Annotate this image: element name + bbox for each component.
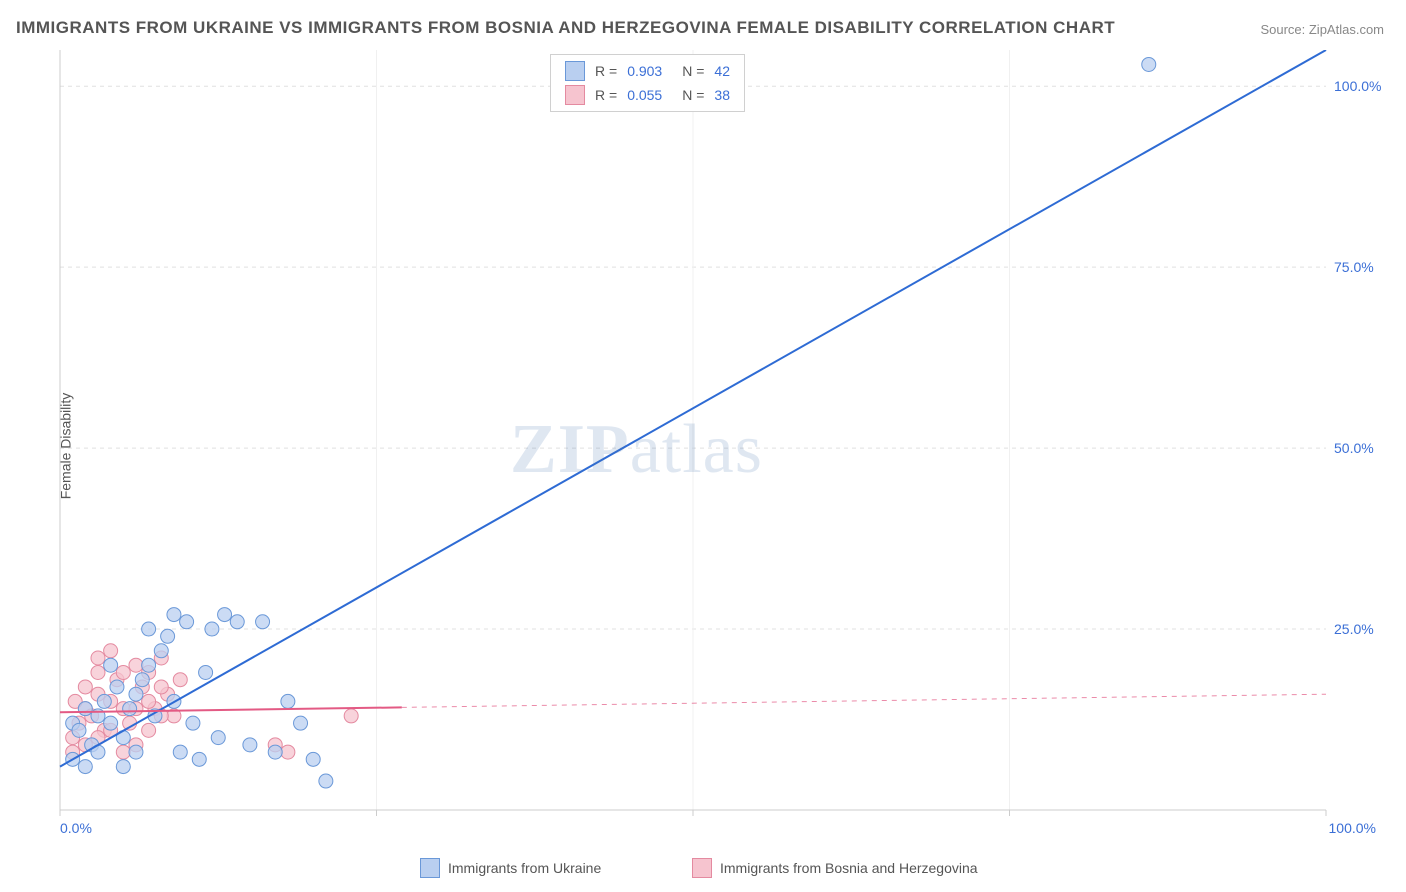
legend-correlation-row: R = 0.903 N = 42 [551, 59, 744, 83]
legend-swatch [420, 858, 440, 878]
y-tick-label: 50.0% [1334, 440, 1374, 456]
legend-series-label: Immigrants from Bosnia and Herzegovina [720, 860, 978, 876]
legend-r-label: R = [595, 87, 617, 103]
x-tick-label: 0.0% [60, 820, 92, 836]
legend-series-item: Immigrants from Bosnia and Herzegovina [692, 858, 978, 878]
scatter-plot: ZIPatlas R =0.903N =42R =0.055N =38 Immi… [50, 50, 1386, 840]
legend-swatch [692, 858, 712, 878]
legend-r-value: 0.055 [627, 87, 662, 103]
chart-svg [50, 50, 1386, 840]
x-tick-label: 100.0% [1329, 820, 1376, 836]
legend-swatch [565, 61, 585, 81]
legend-n-label: N = [682, 87, 704, 103]
chart-title: IMMIGRANTS FROM UKRAINE VS IMMIGRANTS FR… [16, 18, 1115, 38]
legend-series-label: Immigrants from Ukraine [448, 860, 601, 876]
correlation-legend: R = 0.903 N = 42 R = 0.055 N = 38 [550, 54, 745, 112]
y-tick-label: 75.0% [1334, 259, 1374, 275]
legend-n-label: N = [682, 63, 704, 79]
source-attribution: Source: ZipAtlas.com [1260, 22, 1384, 37]
legend-r-value: 0.903 [627, 63, 662, 79]
legend-series-item: Immigrants from Ukraine [420, 858, 601, 878]
legend-n-value: 38 [714, 87, 730, 103]
y-tick-label: 100.0% [1334, 78, 1381, 94]
legend-swatch [565, 85, 585, 105]
legend-n-value: 42 [714, 63, 730, 79]
legend-r-label: R = [595, 63, 617, 79]
y-tick-label: 25.0% [1334, 621, 1374, 637]
legend-correlation-row: R = 0.055 N = 38 [551, 83, 744, 107]
